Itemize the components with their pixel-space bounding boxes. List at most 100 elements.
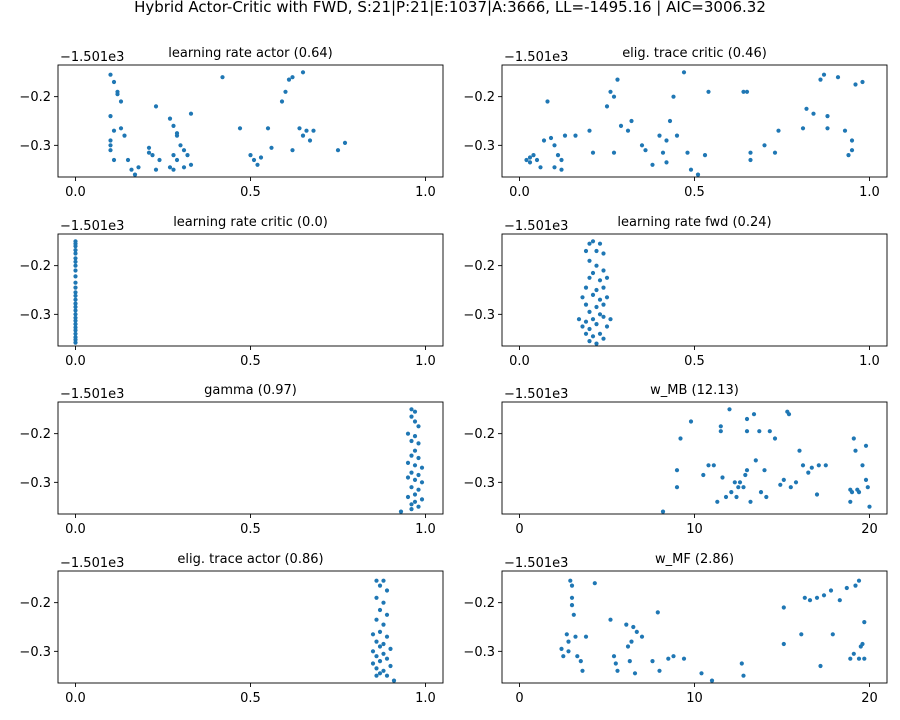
- y-tick-label: −0.3: [19, 476, 51, 491]
- data-point: [597, 297, 603, 302]
- data-point: [527, 155, 533, 160]
- data-point: [587, 258, 592, 263]
- subplot: w_MF (2.86) −1.501e3 0 10 20 −0.2 −0.3: [463, 552, 888, 706]
- data-point: [534, 157, 540, 163]
- x-tick-label: 0.0: [509, 185, 530, 200]
- data-point: [412, 409, 418, 414]
- data-point: [377, 583, 383, 588]
- data-point: [748, 499, 753, 504]
- data-point: [643, 148, 648, 153]
- data-point: [632, 671, 638, 676]
- data-point: [587, 275, 592, 280]
- data-point: [73, 301, 78, 306]
- data-point: [732, 480, 737, 485]
- data-point: [73, 293, 78, 298]
- y-offset-label: −1.501e3: [60, 50, 124, 65]
- data-point: [860, 79, 865, 85]
- data-point: [568, 578, 573, 583]
- data-point: [723, 494, 729, 500]
- data-point: [409, 502, 414, 507]
- data-point: [741, 89, 746, 94]
- data-point: [597, 331, 603, 336]
- data-point: [265, 126, 271, 131]
- data-point: [624, 622, 629, 627]
- data-point: [848, 499, 853, 504]
- data-point: [416, 472, 421, 478]
- data-point: [800, 463, 806, 468]
- data-point: [583, 331, 589, 336]
- data-point: [188, 111, 194, 116]
- subplot-title: elig. trace actor (0.86): [177, 552, 323, 567]
- data-point: [860, 463, 865, 468]
- data-point: [625, 644, 631, 649]
- data-point: [853, 583, 858, 588]
- data-point: [797, 448, 802, 453]
- data-point: [718, 429, 723, 434]
- data-point: [601, 268, 606, 273]
- data-point: [569, 583, 575, 588]
- y-tick-label: −0.2: [463, 427, 495, 442]
- data-point: [146, 150, 152, 155]
- data-point: [781, 477, 786, 482]
- data-point: [809, 465, 814, 470]
- data-point: [737, 480, 743, 485]
- subplot-title: elig. trace critic (0.46): [622, 46, 767, 61]
- data-point: [594, 341, 599, 346]
- data-point: [580, 324, 585, 329]
- data-point: [248, 153, 253, 158]
- data-point: [73, 263, 78, 268]
- data-point: [374, 666, 379, 671]
- data-point: [181, 165, 187, 170]
- data-point: [863, 443, 869, 448]
- data-point: [702, 153, 708, 158]
- data-point: [251, 157, 257, 163]
- data-point: [778, 482, 783, 487]
- data-point: [150, 153, 155, 158]
- data-point: [258, 155, 264, 160]
- data-point: [856, 490, 862, 495]
- data-point: [552, 143, 557, 148]
- data-point: [848, 656, 853, 661]
- x-tick-label: 1.0: [415, 691, 436, 706]
- data-point: [290, 148, 295, 153]
- data-point: [118, 99, 124, 104]
- data-point: [73, 315, 78, 320]
- x-tick-label: 0.0: [65, 691, 86, 706]
- data-point: [767, 429, 772, 434]
- data-point: [865, 485, 870, 490]
- x-tick-label: 0: [515, 522, 523, 537]
- x-tick-label: 1.0: [415, 354, 436, 369]
- data-point: [370, 632, 376, 637]
- data-point: [283, 89, 288, 94]
- data-point: [412, 492, 418, 497]
- data-point: [671, 654, 676, 659]
- data-point: [552, 165, 557, 170]
- data-point: [776, 128, 781, 133]
- data-point: [412, 419, 418, 424]
- data-point: [842, 128, 848, 133]
- data-point: [576, 317, 582, 322]
- data-point: [590, 334, 596, 339]
- data-point: [73, 274, 78, 279]
- data-point: [601, 336, 606, 341]
- data-point: [573, 634, 578, 639]
- data-point: [729, 490, 734, 495]
- data-point: [405, 431, 411, 436]
- data-point: [660, 509, 666, 514]
- data-point: [583, 634, 589, 639]
- data-point: [377, 607, 383, 613]
- subplot: learning rate actor (0.64) −1.501e3 0.0 0.5…: [19, 46, 444, 200]
- data-point: [851, 651, 856, 656]
- data-point: [405, 494, 411, 500]
- data-point: [412, 434, 418, 439]
- data-point: [564, 632, 569, 637]
- data-point: [604, 275, 610, 280]
- x-tick-label: 1.0: [415, 185, 436, 200]
- data-point: [741, 485, 746, 490]
- data-point: [604, 324, 610, 329]
- x-tick-label: 0.5: [240, 522, 261, 537]
- data-point: [377, 671, 383, 676]
- data-point: [171, 167, 176, 172]
- data-point: [178, 143, 183, 148]
- data-point: [300, 70, 306, 75]
